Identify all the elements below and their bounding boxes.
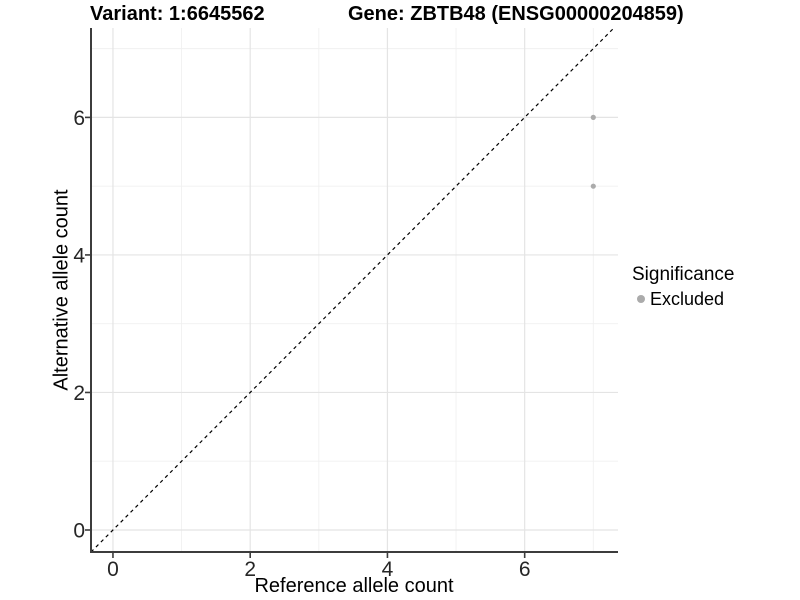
x-axis-title: Reference allele count xyxy=(254,575,454,597)
legend-title: Significance xyxy=(632,264,735,285)
y-tick-label: 4 xyxy=(73,244,85,267)
legend-item-excluded: Excluded xyxy=(632,289,734,309)
x-tick-label: 0 xyxy=(107,558,119,581)
y-tick-label: 0 xyxy=(73,519,85,542)
x-tick-label: 4 xyxy=(382,558,394,581)
x-tick-label: 2 xyxy=(244,558,256,581)
identity-line xyxy=(90,27,615,553)
legend-item-label: Excluded xyxy=(650,289,725,309)
excluded-point-icon xyxy=(637,295,645,303)
data-point xyxy=(590,114,596,120)
plot-title-variant: Variant: 1:6645562 xyxy=(90,3,265,25)
y-axis-title: Alternative allele count xyxy=(50,189,73,391)
y-tick-label: 6 xyxy=(73,107,85,130)
data-point xyxy=(590,183,596,189)
legend: Significance Excluded xyxy=(632,264,734,309)
y-tick-label: 2 xyxy=(73,382,85,405)
plot-title-gene: Gene: ZBTB48 (ENSG00000204859) xyxy=(348,3,684,25)
x-tick-label: 6 xyxy=(519,558,531,581)
